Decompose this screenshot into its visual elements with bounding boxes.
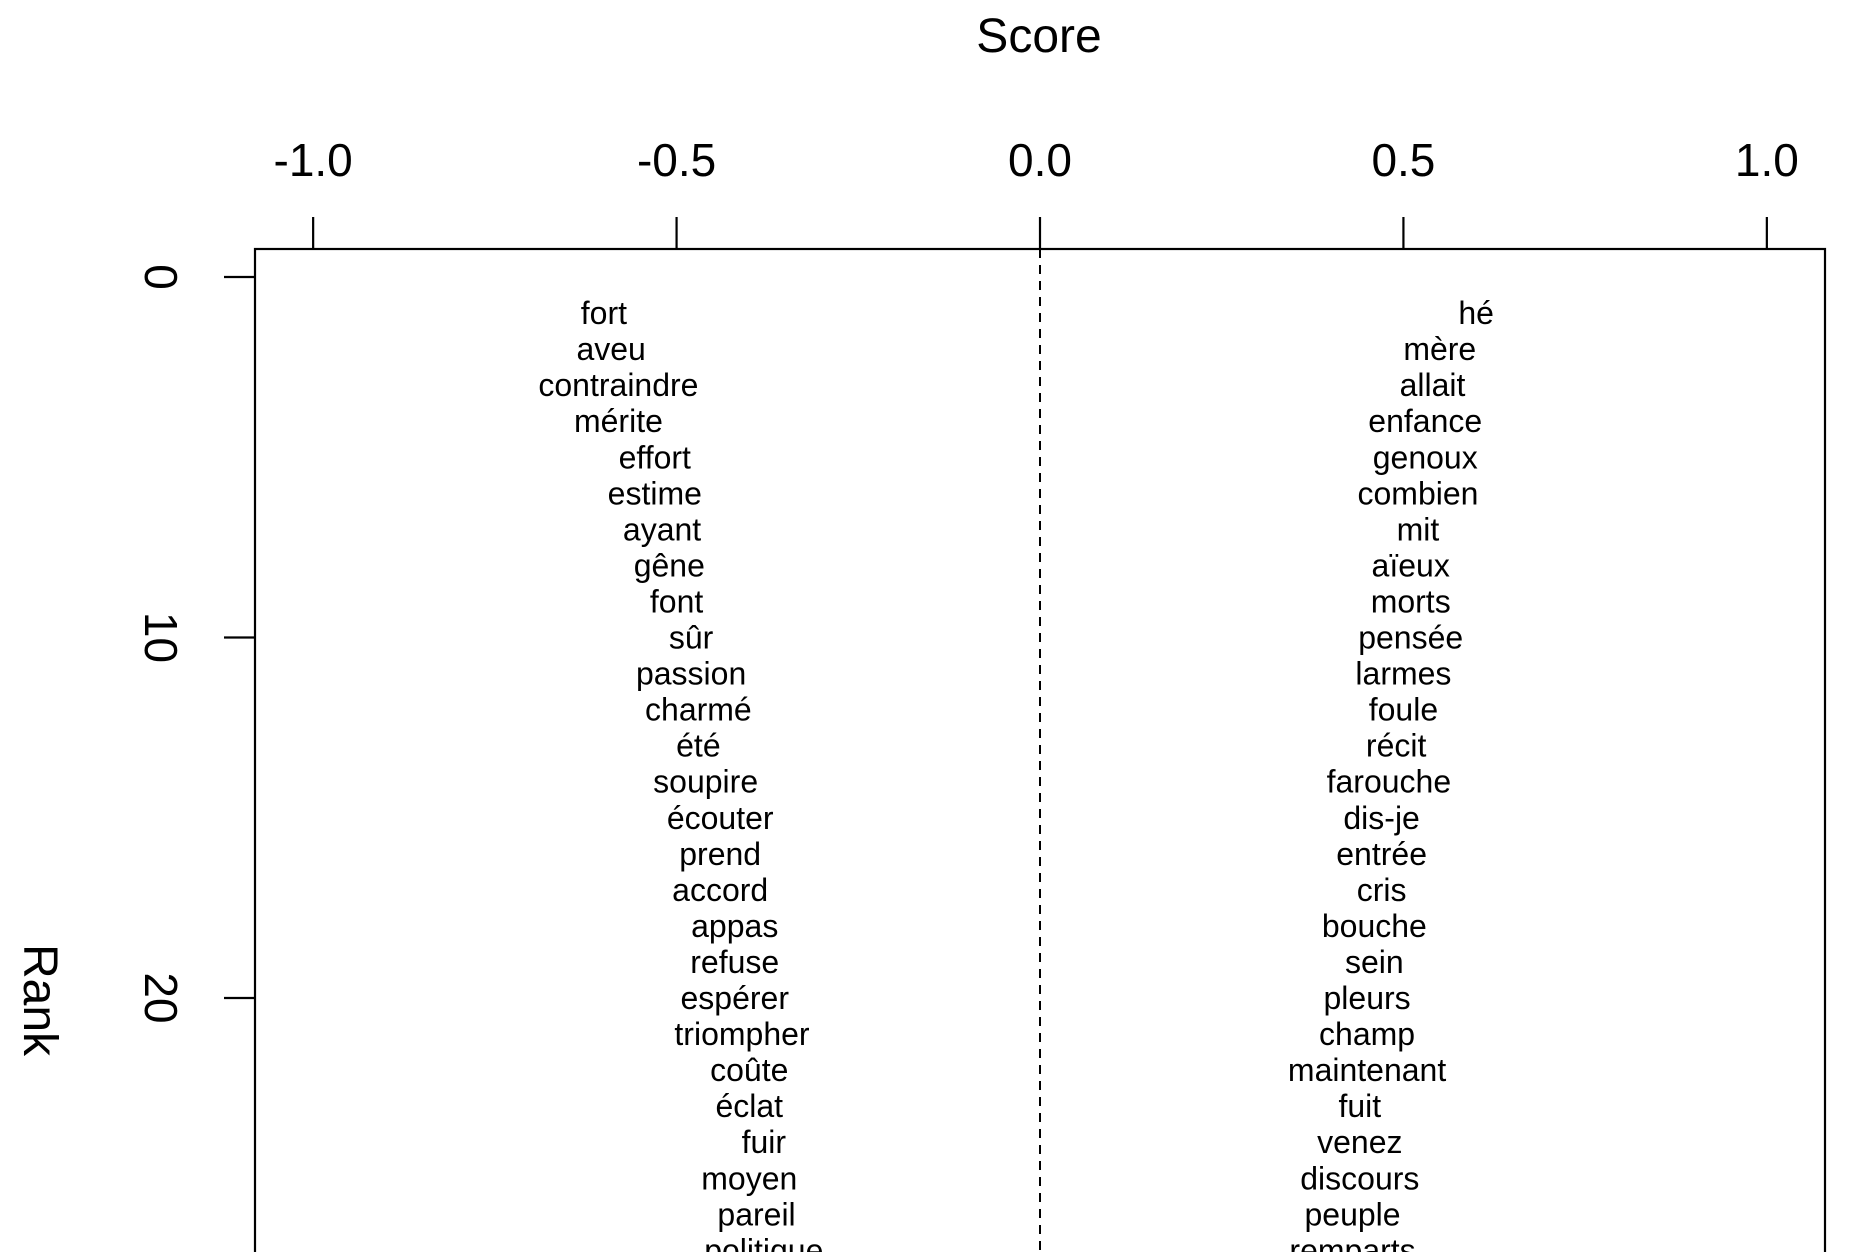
word-label-negative: contraindre xyxy=(538,367,698,403)
word-label-negative: gêne xyxy=(634,547,705,583)
word-label-positive: hé xyxy=(1458,295,1494,331)
word-label-negative: appas xyxy=(691,908,778,944)
word-label-negative: triompher xyxy=(674,1016,810,1052)
word-label-positive: farouche xyxy=(1327,764,1452,800)
x-tick-label: 0.5 xyxy=(1371,134,1435,186)
word-label-positive: genoux xyxy=(1373,439,1478,475)
word-label-negative: estime xyxy=(608,475,702,511)
word-label-negative: écouter xyxy=(667,800,774,836)
word-label-negative: prend xyxy=(679,836,761,872)
word-label-negative: accord xyxy=(672,872,768,908)
word-label-negative: espérer xyxy=(680,980,789,1016)
word-label-negative: effort xyxy=(619,439,691,475)
x-axis-title: Score xyxy=(976,10,1101,63)
word-label-positive: récit xyxy=(1366,728,1427,764)
word-label-positive: aïeux xyxy=(1372,547,1450,583)
word-label-negative: pareil xyxy=(717,1196,795,1232)
word-label-negative: refuse xyxy=(690,944,779,980)
word-label-negative: mérite xyxy=(574,403,663,439)
word-label-positive: larmes xyxy=(1355,656,1451,692)
word-label-negative: moyen xyxy=(701,1160,797,1196)
word-label-positive: remparts xyxy=(1289,1232,1415,1252)
word-label-positive: discours xyxy=(1300,1160,1419,1196)
y-tick-label: 20 xyxy=(135,972,187,1023)
word-label-positive: pleurs xyxy=(1324,980,1411,1016)
word-label-positive: allait xyxy=(1400,367,1466,403)
word-label-positive: combien xyxy=(1357,475,1478,511)
word-label-negative: éclat xyxy=(715,1088,783,1124)
word-label-positive: foule xyxy=(1369,692,1438,728)
word-label-negative: sûr xyxy=(669,620,714,656)
word-label-positive: venez xyxy=(1317,1124,1402,1160)
word-label-positive: mère xyxy=(1403,331,1476,367)
y-axis-title: Rank xyxy=(13,944,66,1057)
word-label-positive: sein xyxy=(1345,944,1404,980)
word-label-negative: ayant xyxy=(623,511,701,547)
y-tick-label: 10 xyxy=(135,612,187,663)
word-labels: fortaveucontraindremériteeffortestimeaya… xyxy=(538,295,1494,1252)
x-axis: -1.0 -0.5 0.0 0.5 1.0 xyxy=(274,134,1799,249)
x-tick-label: -0.5 xyxy=(637,134,716,186)
word-label-negative: été xyxy=(676,728,720,764)
x-tick-label: 0.0 xyxy=(1008,134,1072,186)
word-label-positive: fuit xyxy=(1338,1088,1381,1124)
y-axis: 0 10 20 xyxy=(135,264,255,1024)
word-label-positive: mit xyxy=(1397,511,1440,547)
word-label-positive: bouche xyxy=(1322,908,1427,944)
word-label-positive: morts xyxy=(1371,583,1451,619)
word-label-negative: coûte xyxy=(710,1052,788,1088)
word-label-negative: fort xyxy=(581,295,627,331)
word-label-negative: soupire xyxy=(653,764,758,800)
word-label-positive: entrée xyxy=(1336,836,1427,872)
word-label-negative: aveu xyxy=(576,331,645,367)
word-label-negative: charmé xyxy=(645,692,752,728)
x-tick-label: 1.0 xyxy=(1735,134,1799,186)
word-label-positive: champ xyxy=(1319,1016,1415,1052)
word-label-positive: enfance xyxy=(1368,403,1482,439)
y-tick-label: 0 xyxy=(135,264,187,290)
word-label-positive: maintenant xyxy=(1288,1052,1446,1088)
word-label-positive: peuple xyxy=(1304,1196,1400,1232)
word-label-negative: politique xyxy=(704,1232,823,1252)
word-label-negative: passion xyxy=(636,656,746,692)
word-label-positive: dis-je xyxy=(1343,800,1419,836)
word-label-negative: font xyxy=(650,583,703,619)
x-tick-label: -1.0 xyxy=(274,134,353,186)
word-label-positive: cris xyxy=(1357,872,1407,908)
word-label-positive: pensée xyxy=(1358,620,1463,656)
word-label-negative: fuir xyxy=(742,1124,787,1160)
